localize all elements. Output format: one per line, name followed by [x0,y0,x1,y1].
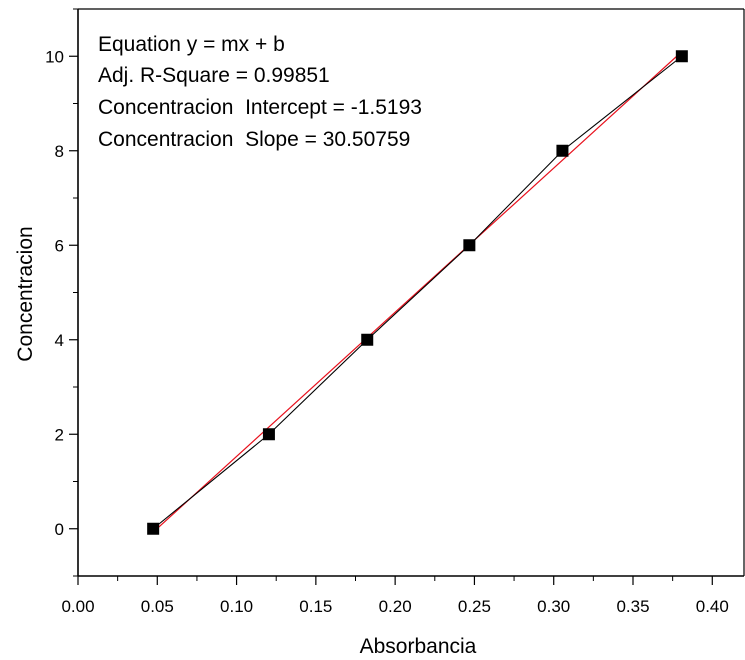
x-tick-label: 0.25 [458,597,491,616]
data-point [463,239,476,252]
data-point [262,428,275,441]
y-tick-label: 8 [55,142,64,161]
x-tick-label: 0.30 [537,597,570,616]
y-tick-label: 2 [55,425,64,444]
y-axis-label: Concentracion [14,226,37,361]
x-axis-label: Absorbancia [360,635,477,658]
y-tick-label: 4 [55,331,64,350]
x-tick-label: 0.20 [379,597,412,616]
data-point [147,522,160,535]
series-line [152,55,683,530]
fit-line-layer [152,51,683,533]
data-point [361,333,374,346]
fit-line [152,51,683,533]
x-tick-label: 0.15 [299,597,332,616]
data-point [675,50,688,63]
annotation-intercept: Concentracion Intercept = -1.5193 [98,96,422,119]
annotation-adj-r-square: Adj. R-Square = 0.99851 [98,64,330,87]
ticks: 0.00 0.05 0.10 0.15 0.20 0.25 0.30 0.35 0.40 0 2 4 6… [45,8,729,616]
y-tick-label: 10 [45,47,64,66]
x-tick-label: 0.05 [141,597,174,616]
y-tick-label: 6 [55,236,64,255]
x-tick-label: 0.40 [696,597,729,616]
axes [77,8,745,577]
annotation-equation: Equation y = mx + b [98,33,285,56]
annotation-slope: Concentracion Slope = 30.50759 [98,128,410,151]
text-layer: Absorbancia Concentracion Equation y = m… [14,33,477,658]
y-tick-label: 0 [55,520,64,539]
series-layer [147,50,688,535]
x-tick-label: 0.00 [61,597,94,616]
data-point [556,144,569,157]
x-tick-label: 0.10 [220,597,253,616]
x-tick-label: 0.35 [616,597,649,616]
